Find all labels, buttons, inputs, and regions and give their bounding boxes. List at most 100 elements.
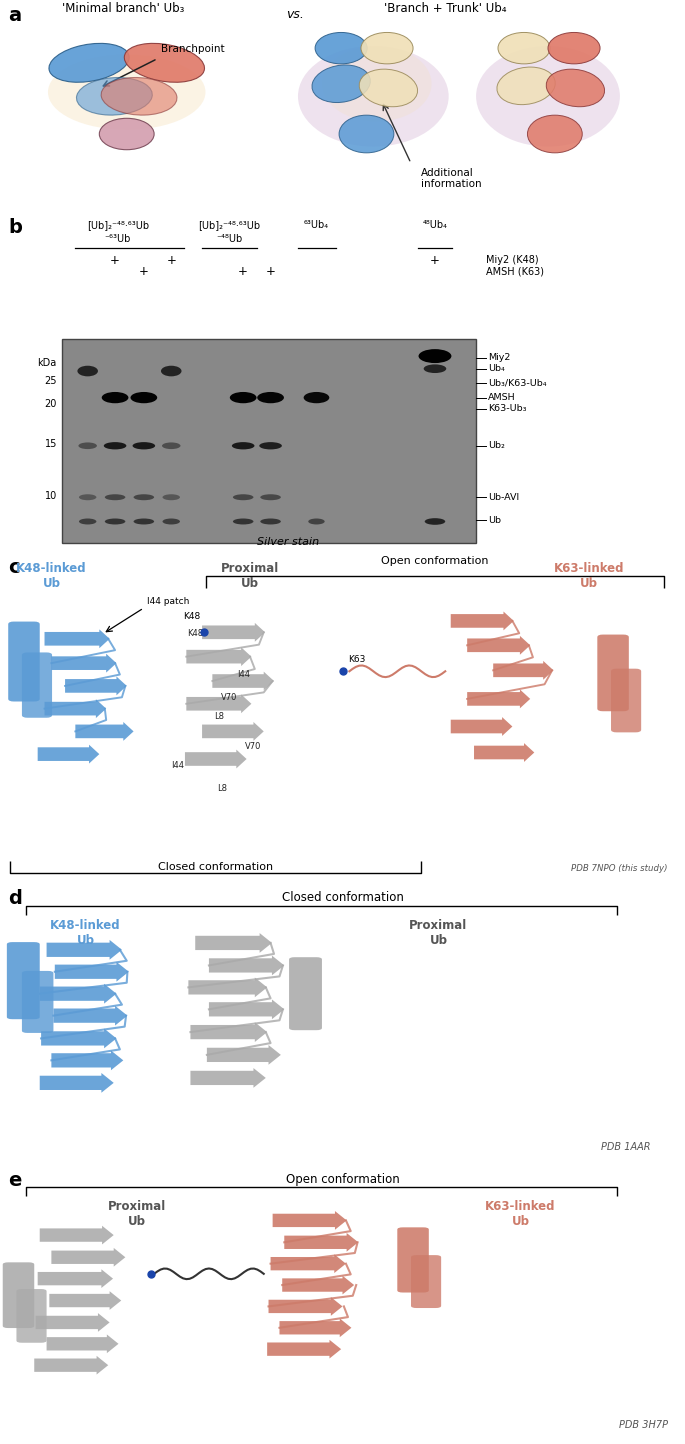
FancyArrow shape xyxy=(185,749,247,768)
Ellipse shape xyxy=(132,442,155,449)
FancyArrow shape xyxy=(269,1297,342,1315)
Text: Proximal
Ub: Proximal Ub xyxy=(409,918,468,947)
Ellipse shape xyxy=(130,391,157,403)
Text: V70: V70 xyxy=(245,742,262,751)
Text: [Ub]₂⁻⁴⁸·⁶³Ub: [Ub]₂⁻⁴⁸·⁶³Ub xyxy=(199,219,260,230)
Text: K63-linked
Ub: K63-linked Ub xyxy=(554,563,624,591)
Ellipse shape xyxy=(233,494,253,500)
Text: d: d xyxy=(8,890,22,908)
Text: +: + xyxy=(110,254,120,267)
Text: Ub₄: Ub₄ xyxy=(488,364,505,373)
Text: K63: K63 xyxy=(348,654,365,664)
Text: ⁻⁶³Ub: ⁻⁶³Ub xyxy=(105,234,131,244)
FancyArrow shape xyxy=(474,744,534,762)
Text: +: + xyxy=(266,264,275,277)
Text: kDa: kDa xyxy=(37,358,56,368)
FancyArrow shape xyxy=(195,933,272,953)
FancyArrow shape xyxy=(34,1356,108,1375)
FancyArrow shape xyxy=(188,978,267,998)
Text: I44: I44 xyxy=(172,761,184,770)
Text: Closed conformation: Closed conformation xyxy=(282,891,403,904)
Ellipse shape xyxy=(77,78,152,116)
Ellipse shape xyxy=(298,46,449,147)
Text: Proximal
Ub: Proximal Ub xyxy=(221,563,279,591)
FancyArrow shape xyxy=(40,983,116,1004)
Text: 15: 15 xyxy=(45,439,57,449)
FancyArrow shape xyxy=(53,1006,127,1025)
FancyArrow shape xyxy=(51,1050,123,1070)
FancyArrow shape xyxy=(202,622,265,641)
Text: I44 patch: I44 patch xyxy=(147,598,190,606)
Ellipse shape xyxy=(359,69,418,107)
Ellipse shape xyxy=(257,391,284,403)
FancyArrow shape xyxy=(202,722,264,741)
FancyArrow shape xyxy=(207,1045,281,1064)
FancyArrow shape xyxy=(40,1073,114,1093)
Ellipse shape xyxy=(77,365,98,377)
FancyArrow shape xyxy=(51,1248,125,1266)
Ellipse shape xyxy=(99,118,154,150)
Text: L8: L8 xyxy=(214,712,224,721)
Text: e: e xyxy=(8,1171,22,1190)
Text: [Ub]₂⁻⁴⁸·⁶³Ub: [Ub]₂⁻⁴⁸·⁶³Ub xyxy=(87,219,149,230)
FancyArrow shape xyxy=(49,1291,121,1310)
Ellipse shape xyxy=(260,494,281,500)
Ellipse shape xyxy=(162,494,180,500)
FancyArrow shape xyxy=(267,1340,341,1359)
FancyArrow shape xyxy=(40,1226,114,1245)
Text: Ub₂: Ub₂ xyxy=(488,442,506,451)
Text: K63-linked
Ub: K63-linked Ub xyxy=(486,1200,556,1227)
Ellipse shape xyxy=(101,391,129,403)
FancyArrow shape xyxy=(45,630,110,648)
Ellipse shape xyxy=(161,365,182,377)
Text: Miy2 (K48): Miy2 (K48) xyxy=(486,256,539,266)
FancyArrow shape xyxy=(451,611,514,631)
Text: PDB 3H7P: PDB 3H7P xyxy=(619,1419,668,1430)
FancyArrow shape xyxy=(190,1022,267,1043)
Text: +: + xyxy=(238,264,248,277)
Text: Additional
information: Additional information xyxy=(421,168,482,189)
Ellipse shape xyxy=(162,518,180,524)
Text: Open conformation: Open conformation xyxy=(286,1173,399,1186)
FancyArrow shape xyxy=(38,745,99,764)
Ellipse shape xyxy=(101,78,177,116)
Ellipse shape xyxy=(134,494,154,500)
FancyArrow shape xyxy=(190,1069,266,1087)
Ellipse shape xyxy=(162,442,181,449)
Text: PDB 7NPO (this study): PDB 7NPO (this study) xyxy=(571,864,668,872)
FancyArrow shape xyxy=(271,1255,346,1274)
FancyArrow shape xyxy=(47,1334,119,1353)
FancyArrow shape xyxy=(38,1269,113,1288)
Ellipse shape xyxy=(548,32,600,64)
Text: K63-Ub₃: K63-Ub₃ xyxy=(488,404,527,413)
Ellipse shape xyxy=(233,518,253,524)
Ellipse shape xyxy=(104,442,126,449)
Text: V70: V70 xyxy=(221,693,238,702)
Ellipse shape xyxy=(79,518,97,524)
FancyBboxPatch shape xyxy=(597,634,629,712)
FancyArrow shape xyxy=(467,635,530,654)
Text: AMSH: AMSH xyxy=(488,393,516,401)
FancyBboxPatch shape xyxy=(7,941,40,1019)
Text: AMSH (K63): AMSH (K63) xyxy=(486,266,545,276)
Text: ⁻⁴⁸Ub: ⁻⁴⁸Ub xyxy=(216,234,242,244)
Ellipse shape xyxy=(308,518,325,524)
FancyArrow shape xyxy=(212,671,274,690)
Text: ⁶³Ub₄: ⁶³Ub₄ xyxy=(304,219,329,230)
FancyArrow shape xyxy=(279,1318,351,1337)
Ellipse shape xyxy=(134,518,154,524)
Ellipse shape xyxy=(312,65,371,103)
Text: +: + xyxy=(430,254,440,267)
Ellipse shape xyxy=(229,391,256,403)
FancyArrow shape xyxy=(273,1212,347,1230)
FancyArrow shape xyxy=(75,722,134,741)
FancyBboxPatch shape xyxy=(411,1255,441,1308)
Ellipse shape xyxy=(78,442,97,449)
FancyArrow shape xyxy=(186,695,251,713)
Text: 'Branch + Trunk' Ub₄: 'Branch + Trunk' Ub₄ xyxy=(384,1,506,14)
FancyBboxPatch shape xyxy=(22,970,53,1032)
Text: K48-linked
Ub: K48-linked Ub xyxy=(50,918,121,947)
FancyArrow shape xyxy=(51,654,116,673)
FancyBboxPatch shape xyxy=(289,957,322,1030)
FancyBboxPatch shape xyxy=(22,653,52,718)
